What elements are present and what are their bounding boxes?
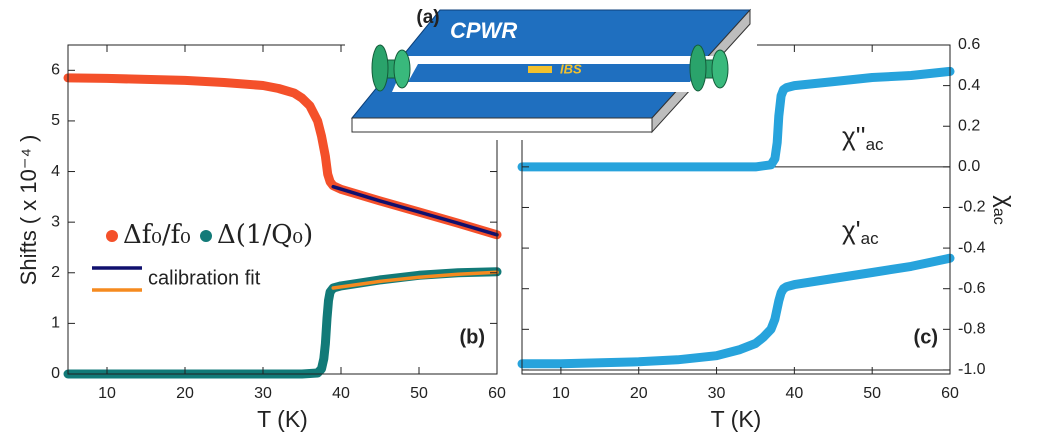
x-tick-label: 50 (410, 385, 428, 402)
inset-sample-label: IBS (560, 61, 582, 76)
connector-flange (393, 49, 411, 89)
legend-label: Δf₀/f₀ (123, 220, 191, 250)
sample (528, 66, 552, 73)
x-tick-label: 30 (708, 385, 726, 402)
x-tick-label: 40 (332, 385, 350, 402)
y-axis-label-sub: ac (990, 208, 1007, 225)
series-label: χ'ac (842, 215, 879, 249)
legend-marker (200, 230, 212, 242)
x-tick-label: 20 (176, 385, 194, 402)
series-label-main: χ'' (842, 121, 866, 151)
x-tick-label: 40 (785, 385, 803, 402)
y-tick-label: 0.6 (958, 36, 980, 53)
connector-flange (711, 49, 729, 89)
series-label-main: χ' (842, 215, 861, 245)
x-tick-label: 10 (98, 385, 116, 402)
y-tick-label: 4 (51, 163, 60, 180)
x-tick-label: 20 (630, 385, 648, 402)
data-line (331, 184, 499, 237)
panel-label: (c) (914, 326, 938, 348)
y-tick-label: -0.4 (958, 239, 986, 256)
y-tick-label: -1.0 (958, 361, 986, 378)
substrate-front (351, 117, 653, 133)
y-tick-label: 1 (51, 315, 60, 332)
series-label-sub: ac (866, 135, 884, 154)
connector-flange (689, 44, 707, 92)
x-tick-label: 10 (552, 385, 570, 402)
series-label-sub: ac (861, 229, 879, 248)
x-tick-label: 60 (488, 385, 506, 402)
legend-marker (106, 230, 118, 242)
y-tick-label: 6 (51, 62, 60, 79)
x-tick-label: 60 (941, 385, 959, 402)
inset-title: CPWR (450, 18, 517, 43)
series-label: χ''ac (842, 121, 884, 155)
y-tick-label: -0.8 (958, 321, 986, 338)
y-axis-label-main: χ (992, 195, 1019, 208)
data-line (517, 253, 955, 369)
x-axis-label: T (K) (711, 406, 762, 432)
y-tick-label: 0.4 (958, 77, 980, 94)
y-tick-label: -0.2 (958, 199, 986, 216)
y-tick-label: 0.0 (958, 158, 980, 175)
y-tick-label: 0 (51, 365, 60, 382)
legend-label: calibration fit (148, 267, 261, 289)
legend-label: Δ(1/Q₀) (217, 220, 313, 250)
x-tick-label: 30 (254, 385, 272, 402)
data-line (517, 66, 955, 172)
center-conductor (408, 64, 700, 82)
x-axis-label: T (K) (257, 406, 308, 432)
plot-frame (67, 44, 498, 375)
data-line (331, 270, 499, 290)
y-tick-label: 5 (51, 112, 60, 129)
y-tick-label: -0.6 (958, 280, 986, 297)
inset-label: (a) (416, 7, 439, 28)
y-axis-label: χac (990, 195, 1019, 225)
x-tick-label: 50 (863, 385, 881, 402)
y-tick-label: 0.2 (958, 117, 980, 134)
panel-label: (b) (459, 326, 485, 348)
y-axis-label: Shifts ( x 10⁻⁴ ) (16, 135, 41, 286)
y-tick-label: 3 (51, 213, 60, 230)
connector-flange (371, 44, 389, 92)
y-tick-label: 2 (51, 264, 60, 281)
data-line (63, 267, 502, 379)
